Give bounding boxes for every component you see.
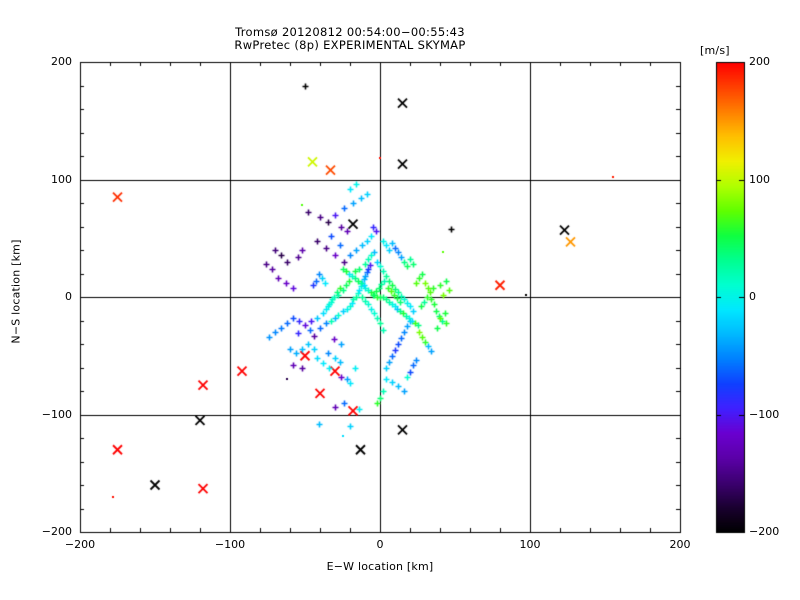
colorbar-tick-label: −200 xyxy=(749,524,780,538)
title-line-1: Tromsø 20120812 00:54:00−00:55:43 xyxy=(235,25,465,39)
x-tick-label: −100 xyxy=(214,538,246,551)
x-axis-label: E−W location [km] xyxy=(326,560,434,573)
x-tick-label: 0 xyxy=(376,538,384,551)
x-tick-label: −200 xyxy=(64,538,96,551)
colorbar-tick-label: 200 xyxy=(749,54,770,68)
y-axis-label: N−S location [km] xyxy=(9,239,23,344)
y-tick-label: −100 xyxy=(41,407,72,421)
colorbar-tick-label: 0 xyxy=(749,289,756,303)
x-tick-label: 100 xyxy=(519,538,541,551)
y-tick-label: 200 xyxy=(51,55,72,68)
y-tick-label: 100 xyxy=(51,172,72,186)
y-tick-label: 0 xyxy=(65,290,72,303)
figure-title: Tromsø 20120812 00:54:00−00:55:43 RwPret… xyxy=(0,26,700,52)
colorbar-tick-label: −100 xyxy=(749,407,780,421)
colorbar-label: [m/s] xyxy=(700,44,730,57)
y-tick-label: −200 xyxy=(41,525,72,538)
x-tick-label: 200 xyxy=(669,538,691,551)
colorbar-tick-label: 100 xyxy=(749,172,770,186)
title-line-2: RwPretec (8p) EXPERIMENTAL SKYMAP xyxy=(234,38,466,52)
